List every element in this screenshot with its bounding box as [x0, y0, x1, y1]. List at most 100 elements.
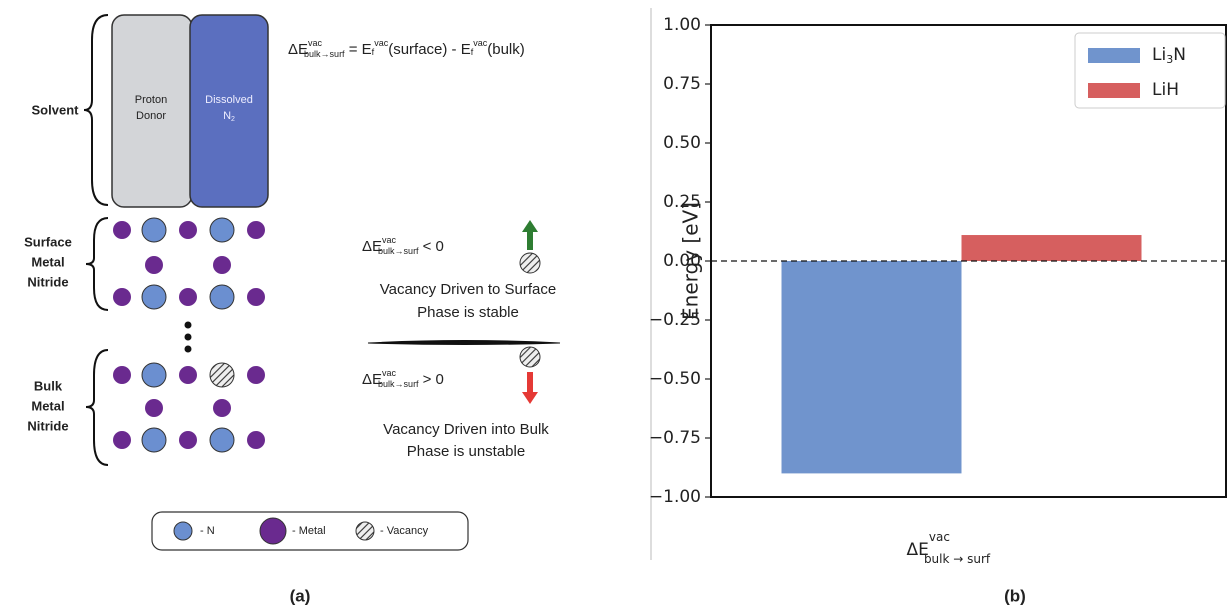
brace: [85, 217, 109, 311]
metal: [213, 256, 231, 274]
t: vac: [473, 38, 488, 48]
metal: [113, 431, 131, 449]
arrow-up: [522, 220, 538, 250]
t: (surface) - E: [388, 41, 471, 58]
metal: [213, 399, 231, 417]
panel-b: −1.00 −0.75 −0.50 −0.25 0.00 0.25 0.50 0.75 1.00…: [649, 15, 1227, 605]
legend-label: LiH: [1152, 80, 1179, 100]
vacancy: [519, 346, 541, 368]
dissolved-box: [189, 14, 269, 208]
metal: [113, 221, 131, 239]
side-label: Nitride: [27, 418, 68, 433]
side-label: Surface: [24, 234, 72, 249]
metal: [247, 288, 265, 306]
t: vac: [308, 38, 323, 48]
y-tick-label: −0.25: [649, 310, 701, 330]
t: < 0: [423, 238, 444, 255]
panel-label: (a): [290, 586, 311, 605]
t: bulk→surf: [378, 246, 419, 256]
t: ΔE: [362, 238, 382, 255]
nitrogen: [141, 217, 167, 243]
x-tick-label: ΔEvac bulk → surf: [907, 530, 991, 566]
box-text: N2: [223, 110, 235, 123]
metal: [145, 256, 163, 274]
legend-text: - Metal: [292, 525, 326, 537]
category-sup: vac: [929, 530, 950, 544]
legend-vacancy: [355, 521, 375, 541]
t: 2: [231, 116, 235, 123]
metal: [247, 366, 265, 384]
legend-text: - Vacancy: [380, 525, 429, 537]
metal: [113, 288, 131, 306]
metal: [179, 366, 197, 384]
t: vac: [382, 235, 397, 245]
y-tick-label: 0.75: [663, 74, 701, 94]
note: Vacancy Driven to Surface: [380, 281, 556, 298]
note: Phase is unstable: [407, 443, 525, 460]
vacancy: [209, 362, 235, 388]
t: bulk→surf: [304, 49, 345, 59]
vacancy: [519, 252, 541, 274]
metal: [113, 366, 131, 384]
y-tick-label: 0.25: [663, 192, 701, 212]
nitrogen: [141, 427, 167, 453]
dot: [184, 333, 192, 341]
y-tick-label: −0.50: [649, 369, 701, 389]
metal: [247, 221, 265, 239]
side-label: Metal: [31, 398, 64, 413]
metal: [179, 288, 197, 306]
t: > 0: [423, 371, 444, 388]
legend-text: - N: [200, 525, 215, 537]
note: Vacancy Driven into Bulk: [383, 421, 549, 438]
nitrogen: [209, 427, 235, 453]
category: ΔE: [907, 540, 929, 560]
legend-swatch: [1088, 83, 1140, 98]
legend-part: 3: [1166, 53, 1173, 66]
legend-swatch: [1088, 48, 1140, 63]
t: ΔE: [288, 41, 308, 58]
divider: [367, 340, 561, 345]
y-tick-label: 0.50: [663, 133, 701, 153]
box-text: Donor: [136, 110, 166, 122]
condition: ΔEvac bulk→surf < 0: [362, 235, 444, 256]
nitrogen: [209, 217, 235, 243]
dot: [184, 345, 192, 353]
bar: [781, 261, 962, 474]
side-label: Nitride: [27, 274, 68, 289]
t: vac: [374, 38, 389, 48]
y-tick-label: 1.00: [663, 15, 701, 35]
metal: [145, 399, 163, 417]
side-label: Metal: [31, 254, 64, 269]
dot: [184, 321, 192, 329]
note: Phase is stable: [417, 304, 519, 321]
brace: [83, 14, 109, 206]
solvent-label: Solvent: [32, 102, 80, 117]
y-tick-label: −0.75: [649, 428, 701, 448]
legend-box: [151, 511, 469, 551]
t: bulk→surf: [378, 379, 419, 389]
equation: ΔEvac bulk→surf = Efvac(surface) - Efvac(…: [288, 38, 525, 59]
nitrogen: [141, 362, 167, 388]
t: f: [471, 47, 474, 57]
box-text: Dissolved: [205, 94, 253, 106]
arrow-down: [522, 372, 538, 404]
bar: [961, 235, 1142, 261]
metal: [179, 221, 197, 239]
t: ΔE: [362, 371, 382, 388]
t: (bulk): [487, 41, 525, 58]
legend-part: N: [1173, 45, 1186, 65]
panel-label: (b): [1004, 586, 1026, 605]
metal: [247, 431, 265, 449]
side-label: Bulk: [34, 378, 63, 393]
y-tick-label: −1.00: [649, 487, 701, 507]
box-text: Proton: [135, 94, 167, 106]
t: vac: [382, 368, 397, 378]
metal: [179, 431, 197, 449]
legend-part: Li: [1152, 45, 1166, 65]
y-axis-label: Energy [eV]: [679, 202, 703, 320]
condition: ΔEvac bulk→surf > 0: [362, 368, 444, 389]
t: = E: [345, 41, 372, 58]
category-sub: bulk → surf: [924, 552, 991, 566]
legend-metal: [259, 517, 287, 545]
